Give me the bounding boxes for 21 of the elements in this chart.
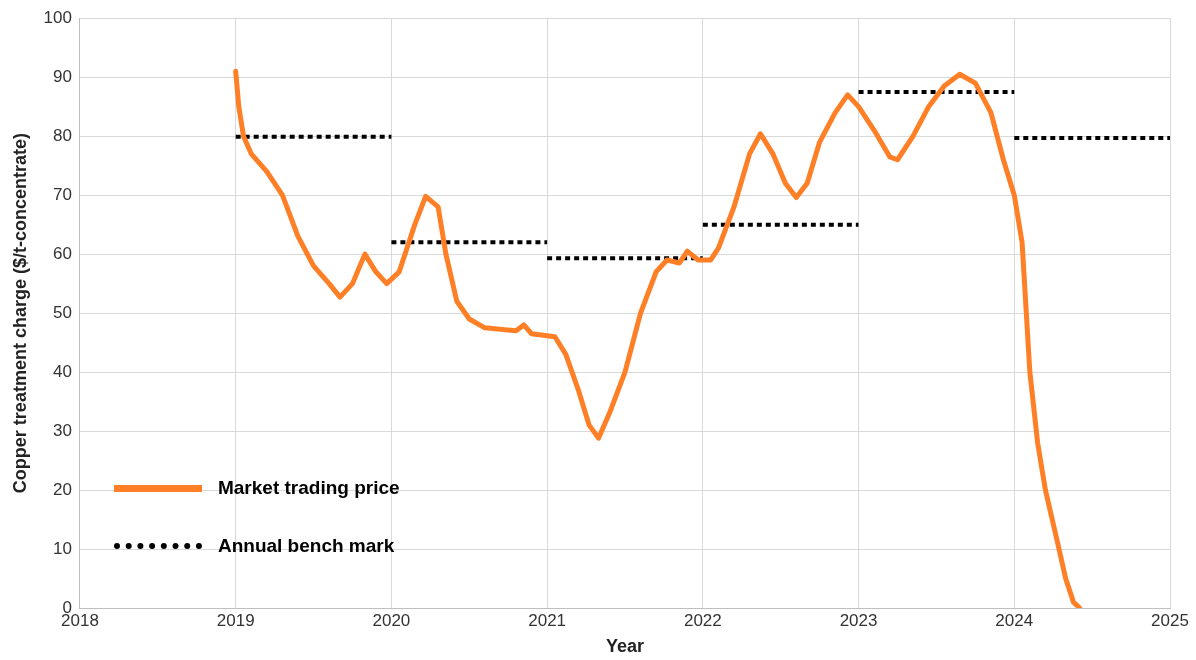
x-tick-label: 2023	[839, 610, 878, 630]
y-tick-label: 20	[53, 479, 72, 499]
y-tick-label: 100	[43, 7, 72, 27]
y-tick-label: 10	[53, 538, 72, 558]
y-tick-label: 90	[53, 66, 72, 86]
legend-label: Market trading price	[217, 477, 400, 499]
y-tick-label: 30	[53, 420, 72, 440]
y-tick-label: 60	[53, 243, 72, 263]
y-tick-label: 70	[53, 184, 72, 204]
x-tick-label: 2019	[216, 610, 255, 630]
x-tick-label: 2025	[1151, 610, 1189, 630]
x-tick-label: 2022	[683, 610, 722, 630]
legend-label: Annual bench mark	[217, 535, 395, 557]
x-tick-label: 2021	[528, 610, 567, 630]
x-axis-title: Year	[605, 636, 645, 657]
y-axis-title: Copper treatment charge ($/t-concentrate)	[9, 133, 30, 494]
y-tick-label: 80	[53, 125, 72, 145]
x-tick-label: 2020	[372, 610, 411, 630]
y-tick-label: 50	[53, 302, 72, 322]
y-tick-label: 40	[53, 361, 72, 381]
x-tick-label: 2024	[995, 610, 1034, 630]
